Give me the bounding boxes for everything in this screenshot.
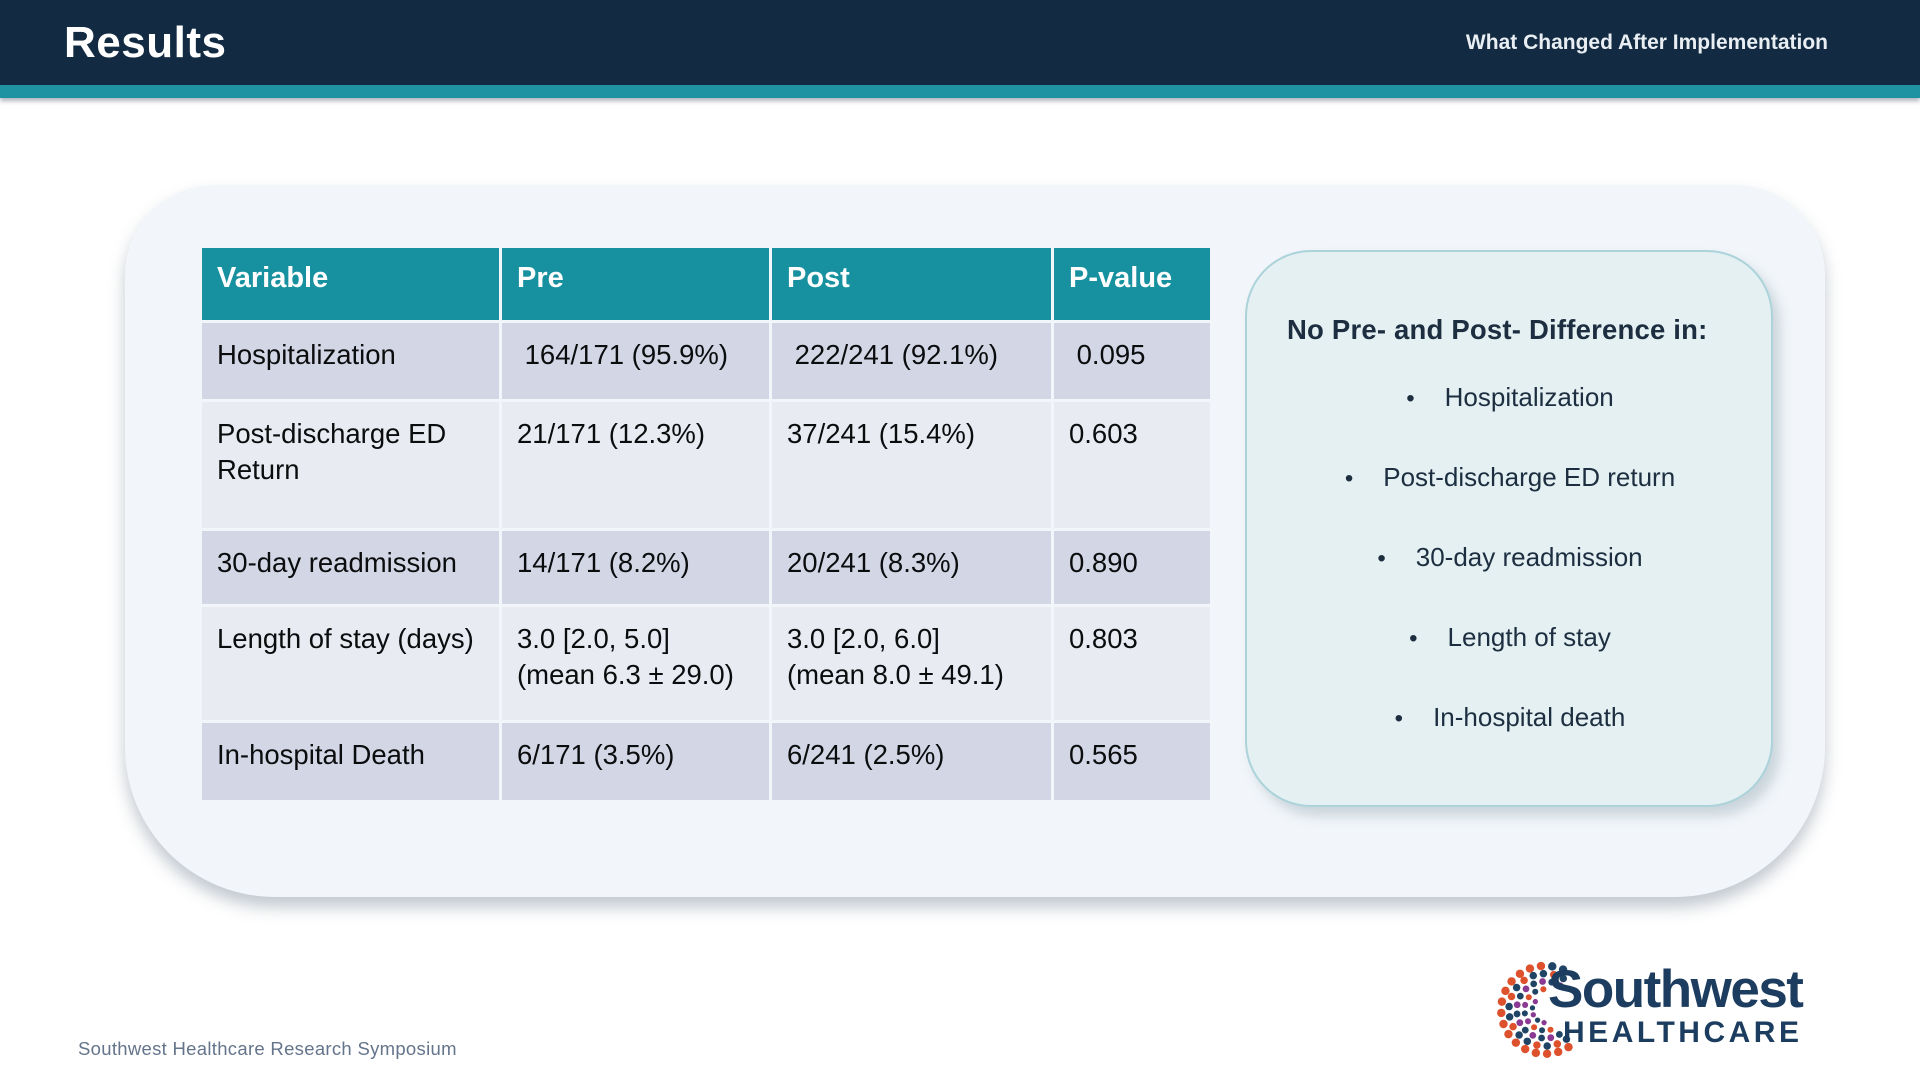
table-cell: 222/241 (92.1%) [772, 323, 1051, 399]
callout-item-label: 30-day readmission [1415, 542, 1643, 572]
table-cell: 3.0 [2.0, 5.0] (mean 6.3 ± 29.0) [502, 607, 769, 720]
table-cell: 164/171 (95.9%) [502, 323, 769, 399]
bullet-icon [1409, 622, 1417, 656]
table-cell: Post-discharge ED Return [202, 402, 499, 528]
table-cell: 6/171 (3.5%) [502, 723, 769, 800]
table-cell: 30-day readmission [202, 531, 499, 604]
table-cell: Length of stay (days) [202, 607, 499, 720]
page-title: Results [64, 17, 227, 67]
header-subtitle: What Changed After Implementation [1465, 30, 1828, 54]
table-cell: In-hospital Death [202, 723, 499, 800]
logo-wordmark: Southwest [1548, 960, 1804, 1019]
bullet-icon [1345, 462, 1353, 496]
list-item: Post-discharge ED return [1287, 460, 1733, 496]
list-item: Hospitalization [1287, 380, 1733, 416]
table-header-cell: Variable [202, 248, 499, 320]
table-header-cell: Pre [502, 248, 769, 320]
header-bar: Results What Changed After Implementatio… [0, 0, 1920, 85]
table-row: 30-day readmission 14/171 (8.2%) 20/241 … [202, 531, 1210, 604]
table-cell: 6/241 (2.5%) [772, 723, 1051, 800]
footer-credit: Southwest Healthcare Research Symposium [78, 1038, 457, 1059]
table-cell: 3.0 [2.0, 6.0] (mean 8.0 ± 49.1) [772, 607, 1051, 720]
callout-item-label: Post-discharge ED return [1383, 462, 1676, 492]
table-cell: 0.803 [1054, 607, 1210, 720]
logo-text: Southwest HEALTHCARE [1548, 960, 1804, 1051]
callout-item-label: In-hospital death [1433, 702, 1626, 732]
list-item: Length of stay [1287, 620, 1733, 656]
table-header-cell: Post [772, 248, 1051, 320]
logo-wordmark-sub: HEALTHCARE [1563, 1016, 1803, 1049]
table-row: In-hospital Death 6/171 (3.5%) 6/241 (2.… [202, 723, 1210, 800]
callout-item-label: Length of stay [1447, 622, 1611, 652]
table-cell: 21/171 (12.3%) [502, 402, 769, 528]
callout-list: Hospitalization Post-discharge ED return… [1287, 380, 1733, 736]
table-cell: 20/241 (8.3%) [772, 531, 1051, 604]
bullet-icon [1377, 542, 1385, 576]
table-header-cell: P-value [1054, 248, 1210, 320]
bullet-icon [1406, 382, 1414, 416]
southwest-healthcare-logo: Southwest HEALTHCARE [1492, 948, 1804, 1068]
table-cell: 0.890 [1054, 531, 1210, 604]
callout-box: No Pre- and Post- Difference in: Hospita… [1245, 250, 1773, 807]
list-item: 30-day readmission [1287, 540, 1733, 576]
table-cell: 0.603 [1054, 402, 1210, 528]
results-table: Variable Pre Post P-value Hospitalizatio… [202, 248, 1210, 800]
dotted-swirl-logo-icon [1497, 961, 1573, 1059]
table-header-row: Variable Pre Post P-value [202, 248, 1210, 320]
table-row: Hospitalization 164/171 (95.9%) 222/241 … [202, 323, 1210, 399]
callout-title: No Pre- and Post- Difference in: [1287, 314, 1708, 345]
table-cell: 37/241 (15.4%) [772, 402, 1051, 528]
table-cell: 14/171 (8.2%) [502, 531, 769, 604]
bullet-icon [1395, 702, 1403, 736]
table-cell: 0.095 [1054, 323, 1210, 399]
table-row: Post-discharge ED Return 21/171 (12.3%) … [202, 402, 1210, 528]
table-row: Length of stay (days) 3.0 [2.0, 5.0] (me… [202, 607, 1210, 720]
list-item: In-hospital death [1287, 700, 1733, 736]
callout-item-label: Hospitalization [1444, 382, 1614, 412]
table-cell: 0.565 [1054, 723, 1210, 800]
accent-bar [0, 85, 1920, 98]
table-cell: Hospitalization [202, 323, 499, 399]
